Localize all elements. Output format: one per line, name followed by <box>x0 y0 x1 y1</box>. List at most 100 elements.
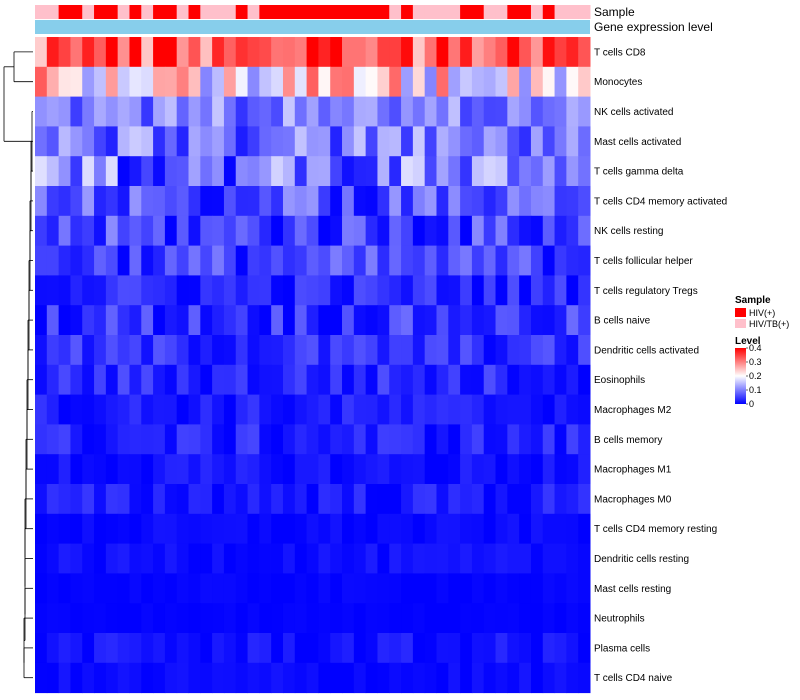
heatmap-cell <box>188 245 201 276</box>
heatmap-cell <box>507 126 520 157</box>
heatmap-cell <box>412 394 426 425</box>
heatmap-cell <box>176 215 190 247</box>
heatmap-cell <box>507 603 520 634</box>
heatmap-cell <box>507 364 520 396</box>
heatmap-cell <box>389 454 402 485</box>
heatmap-cell <box>46 215 60 247</box>
heatmap-cell <box>176 96 190 127</box>
heatmap-cell <box>94 215 107 247</box>
heatmap-cell <box>35 513 48 545</box>
heatmap-cell <box>200 245 213 276</box>
heatmap-cell <box>46 275 60 306</box>
heatmap-cell <box>176 275 190 306</box>
heatmap-cell <box>141 96 154 127</box>
heatmap-cell <box>342 603 355 634</box>
heatmap-cell <box>58 245 71 276</box>
heatmap-cell <box>153 335 166 366</box>
heatmap-cell <box>530 662 544 694</box>
heatmap-cell <box>259 37 272 68</box>
heatmap-cell <box>271 305 284 336</box>
sample-annotation-track <box>35 5 591 19</box>
level-colorbar <box>735 348 746 404</box>
heatmap-cell <box>223 66 237 98</box>
heatmap-cell <box>448 454 461 485</box>
heatmap-cell <box>235 96 249 127</box>
heatmap-cell <box>176 662 190 694</box>
heatmap-cell <box>318 66 331 98</box>
heatmap-cell <box>460 275 473 306</box>
heatmap-cell <box>164 215 178 247</box>
heatmap-cell <box>507 37 520 68</box>
legend-label-hiv: HIV(+) <box>749 308 775 318</box>
heatmap-cell <box>318 126 331 157</box>
heatmap-cell <box>153 484 166 515</box>
heatmap-cell <box>542 156 556 187</box>
heatmap-cell <box>495 126 508 157</box>
heatmap-cell <box>294 633 308 664</box>
sample-cell <box>247 5 260 19</box>
heatmap-cell <box>105 513 119 545</box>
heatmap-cell <box>330 394 343 425</box>
heatmap-cell <box>448 96 461 127</box>
heatmap-cell <box>460 305 473 336</box>
heatmap-cell <box>424 275 437 306</box>
heatmap-cell <box>483 454 497 485</box>
heatmap-cell <box>70 364 83 396</box>
heatmap-cell <box>153 37 166 68</box>
heatmap-cell <box>46 186 60 217</box>
row-label: T cells regulatory Tregs <box>594 286 698 297</box>
heatmap-cell <box>259 186 272 217</box>
heatmap-cell <box>353 513 367 545</box>
row-label: Macrophages M2 <box>594 405 672 416</box>
row-label: T cells CD4 naive <box>594 673 673 684</box>
heatmap-cell <box>70 513 83 545</box>
heatmap-cell <box>519 394 532 425</box>
heatmap-cell <box>82 573 95 604</box>
heatmap-cell <box>330 37 343 68</box>
heatmap-cell <box>271 96 284 127</box>
heatmap-cell <box>200 394 213 425</box>
sample-cell <box>259 5 272 19</box>
heatmap-cell <box>70 126 83 157</box>
heatmap-cell <box>176 37 190 68</box>
heatmap-cell <box>105 66 119 98</box>
heatmap-cell <box>389 633 402 664</box>
heatmap-cell <box>436 96 449 127</box>
heatmap-cell <box>377 573 390 604</box>
heatmap-cell <box>401 454 414 485</box>
heatmap-cell <box>294 603 308 634</box>
heatmap-cell <box>247 245 260 276</box>
heatmap-cell <box>259 394 272 425</box>
heatmap-cell <box>389 215 402 247</box>
sample-legend-title: Sample <box>735 295 771 306</box>
heatmap-cell <box>342 543 355 574</box>
heatmap-cell <box>342 96 355 127</box>
heatmap-cell <box>436 543 449 574</box>
sample-cell <box>153 5 166 19</box>
heatmap-cell <box>530 37 544 68</box>
heatmap-cell <box>424 573 437 604</box>
heatmap-cell <box>401 305 414 336</box>
heatmap-cell <box>46 633 60 664</box>
heatmap-cell <box>188 186 201 217</box>
heatmap-cell <box>483 424 497 455</box>
sample-cell <box>566 5 579 19</box>
heatmap-cell <box>578 215 591 247</box>
heatmap-cell <box>436 364 449 396</box>
heatmap-cell <box>377 96 390 127</box>
heatmap-cell <box>82 305 95 336</box>
heatmap-cell <box>153 364 166 396</box>
heatmap-cell <box>460 156 473 187</box>
heatmap-cell <box>448 245 461 276</box>
heatmap-cell <box>566 633 579 664</box>
heatmap-cell <box>176 454 190 485</box>
heatmap-cell <box>401 186 414 217</box>
heatmap-cell <box>153 633 166 664</box>
heatmap-cell <box>436 186 449 217</box>
heatmap-cell <box>282 573 296 604</box>
heatmap-cell <box>578 662 591 694</box>
heatmap-cell <box>129 245 142 276</box>
heatmap-cell <box>424 335 437 366</box>
heatmap-cell <box>70 96 83 127</box>
heatmap-cell <box>294 484 308 515</box>
